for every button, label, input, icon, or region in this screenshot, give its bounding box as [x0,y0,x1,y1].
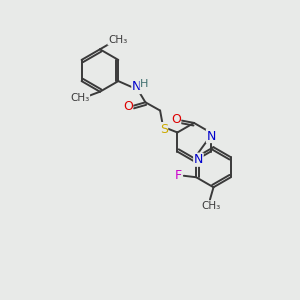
Text: H: H [140,79,148,89]
Text: F: F [175,169,182,182]
Text: O: O [171,113,181,126]
Text: O: O [123,100,133,113]
Text: N: N [132,80,141,94]
Text: S: S [160,123,168,136]
Text: N: N [206,130,216,142]
Text: N: N [194,153,203,166]
Text: CH₃: CH₃ [108,35,127,45]
Text: CH₃: CH₃ [70,94,89,103]
Text: CH₃: CH₃ [201,201,220,211]
